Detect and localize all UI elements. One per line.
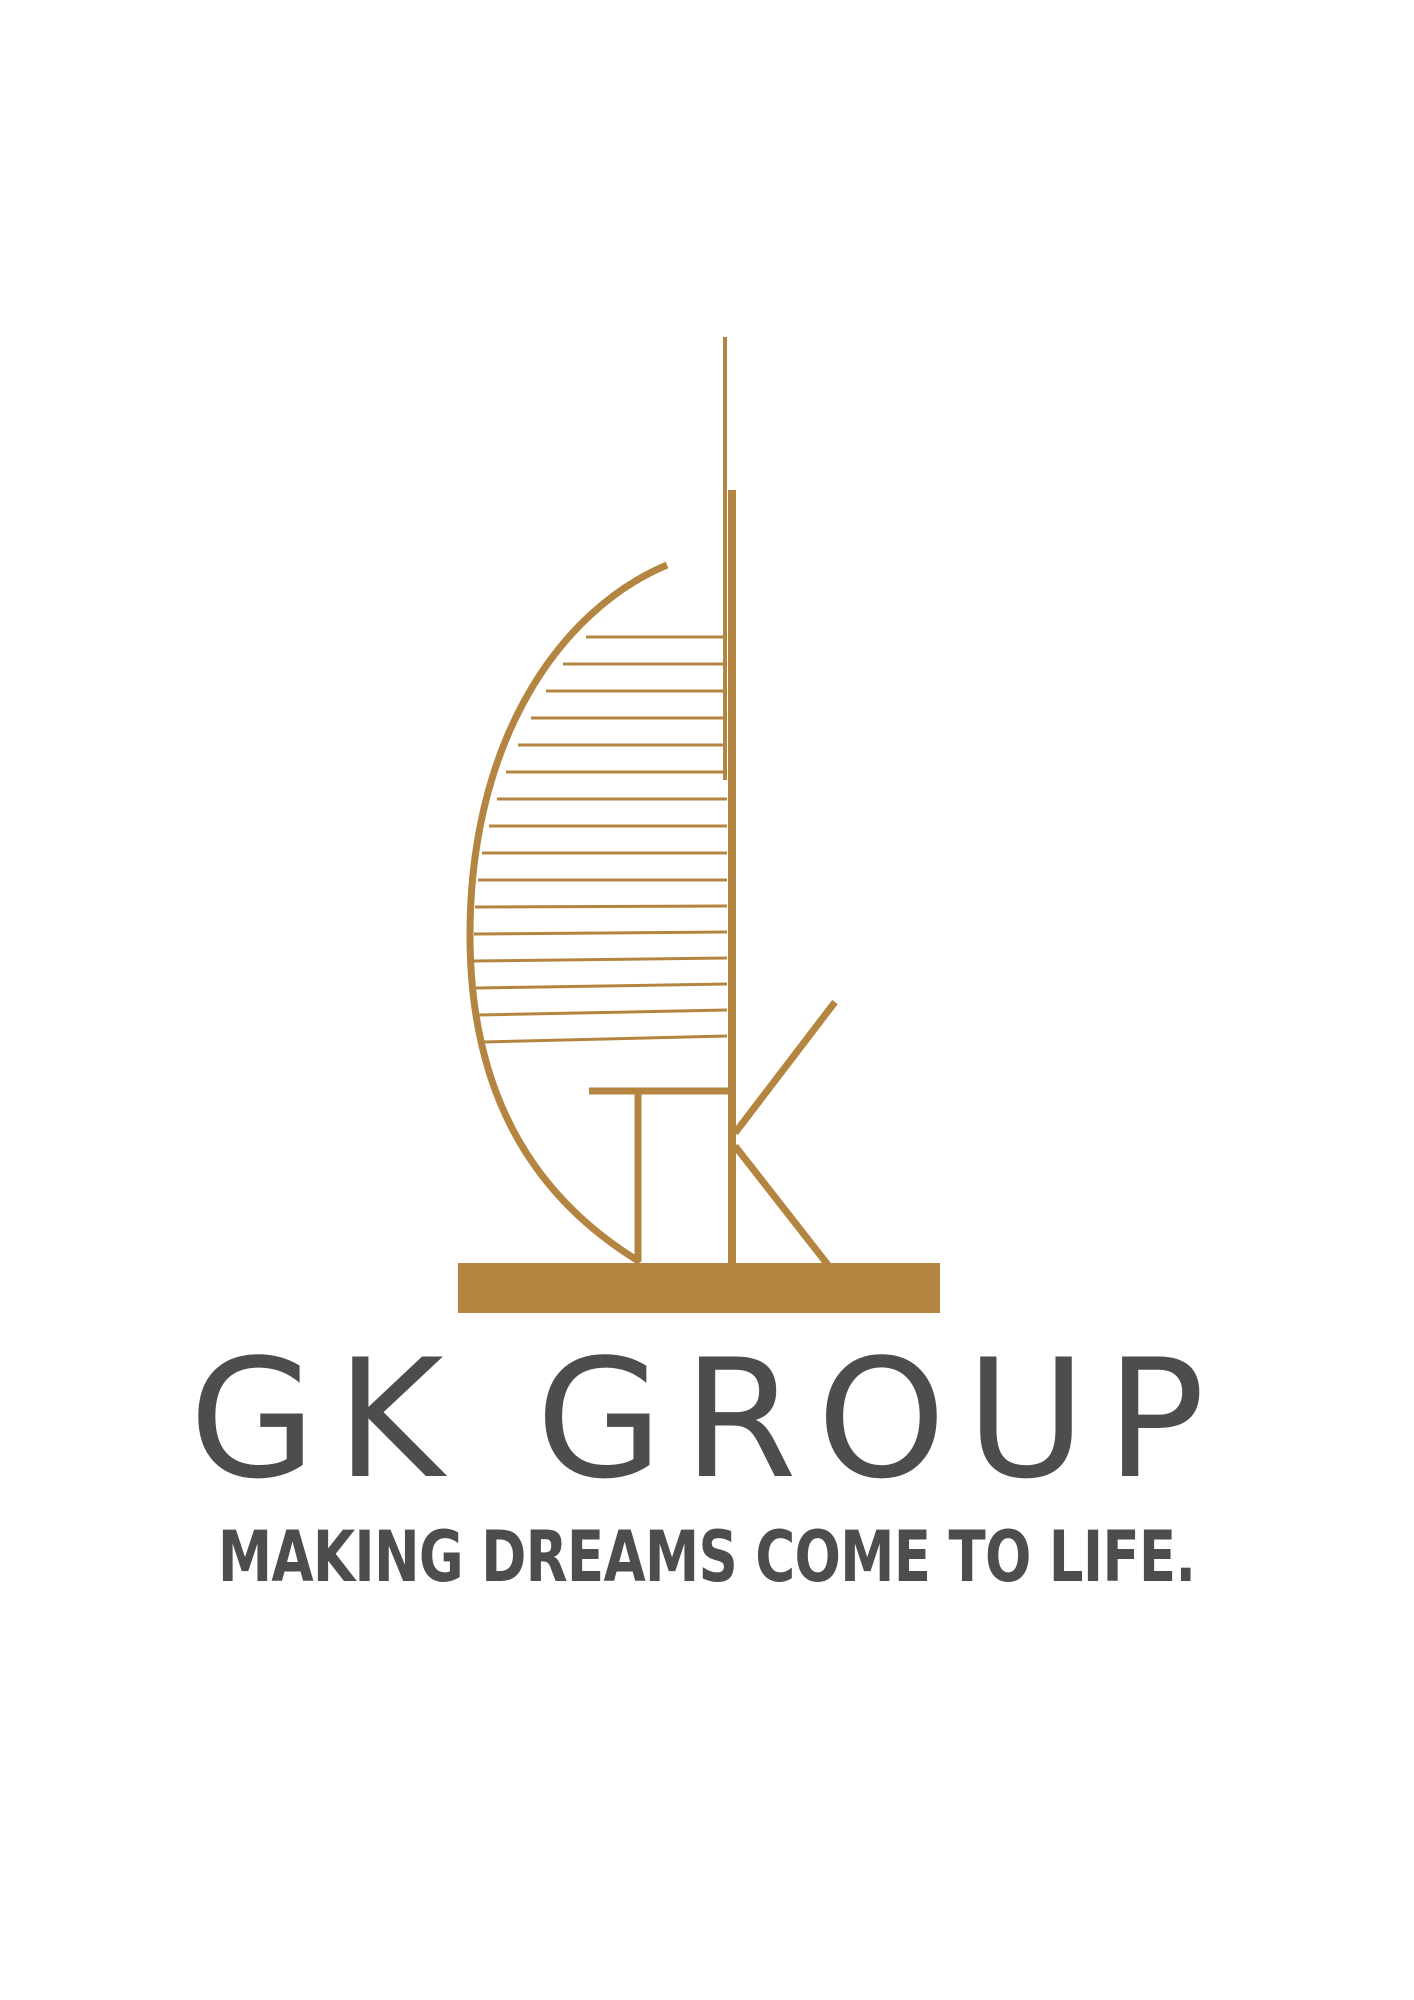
tagline: MAKING DREAMS COME TO LIFE. <box>0 1522 1414 1592</box>
sail-slat <box>478 1008 728 1017</box>
sail-slat <box>482 1034 728 1044</box>
logo-strokes <box>466 337 838 1268</box>
sail-slat <box>474 904 728 909</box>
sail-curve <box>466 561 669 1265</box>
sail-slat <box>473 956 728 963</box>
sail-slat <box>475 982 728 990</box>
spinnaker-tower-icon <box>458 337 940 1313</box>
tagline-text: MAKING DREAMS COME TO LIFE. <box>218 1516 1196 1598</box>
base-bar <box>458 1263 940 1313</box>
k-arm-upper <box>732 999 838 1136</box>
k-arm-lower <box>732 1143 831 1268</box>
company-name: GK GROUP <box>189 1324 1225 1515</box>
sail-slat <box>473 930 728 936</box>
